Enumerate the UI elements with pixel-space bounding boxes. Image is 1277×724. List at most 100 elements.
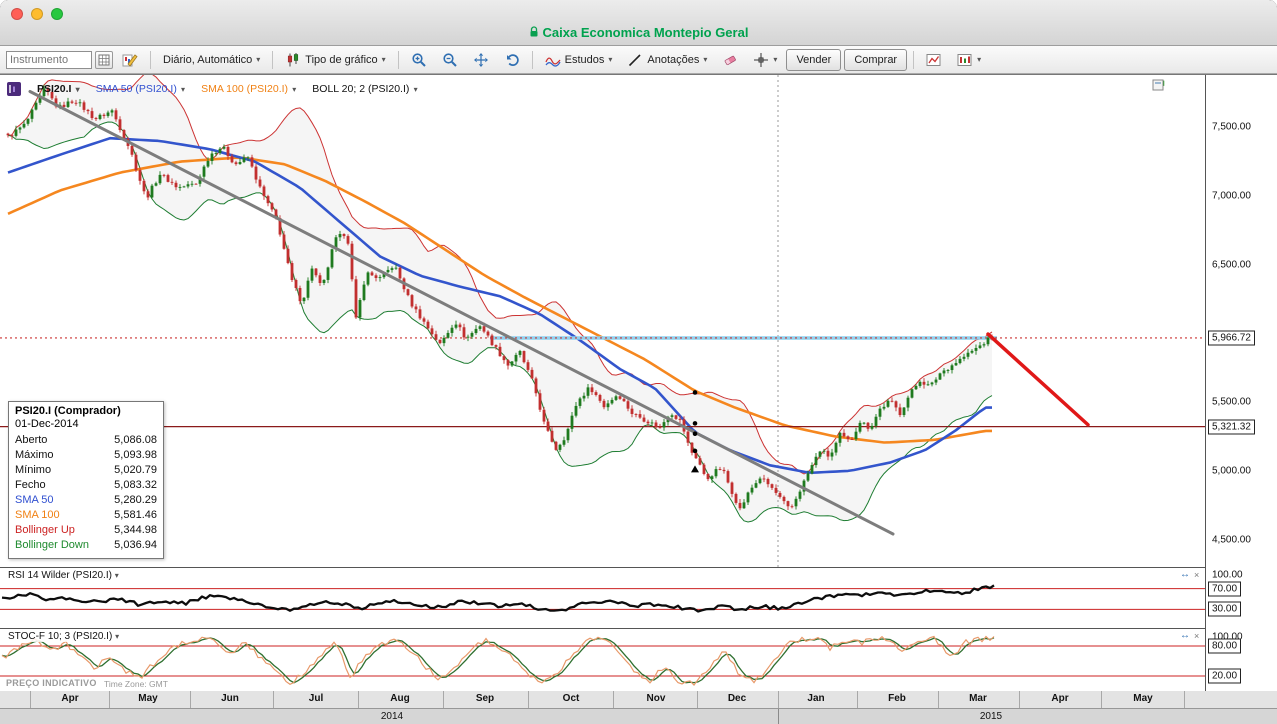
price-axis: 7,500.00 7,000.00 6,500.00 5,500.00 5,000.00…	[1206, 75, 1277, 691]
candlestick-icon	[288, 52, 299, 66]
chevron-down-icon: ▾	[703, 55, 708, 64]
chevron-down-icon: ▾	[256, 55, 261, 64]
toolbar-separator	[150, 50, 151, 69]
price-level-box[interactable]: 5,966.72	[1208, 330, 1255, 346]
crosshair-dropdown[interactable]: ▾	[747, 49, 783, 71]
legend-bollinger[interactable]: BOLL 20; 2 (PSI20.I) ▾	[312, 83, 417, 95]
month-label: Apr	[1051, 693, 1069, 704]
instrument-lookup-button[interactable]	[95, 50, 113, 69]
studies-label: Estudos	[564, 53, 605, 66]
tooltip-row: Mínimo 5,020.79	[15, 463, 157, 478]
chart-window-icon	[957, 53, 972, 66]
tooltip-title: PSI20.I (Comprador)	[15, 405, 121, 417]
buy-button[interactable]: Comprar	[844, 48, 908, 71]
edit-instrument-list-button[interactable]	[116, 49, 144, 71]
legend-instrument[interactable]: PSI20.I ▾	[37, 83, 80, 95]
titlebar: Caixa Economica Montepio Geral	[0, 0, 1277, 46]
minimize-window-button[interactable]	[31, 8, 43, 20]
studies-icon	[545, 56, 561, 67]
eraser-button[interactable]	[716, 49, 744, 71]
instrument-search-input[interactable]	[6, 50, 92, 69]
chart-legend: PSI20.I ▾ SMA 50 (PSI20.I) ▾ SMA 100 (PS…	[7, 82, 418, 96]
chart-type-dropdown[interactable]: Tipo de gráfico ▾	[279, 49, 391, 71]
year-axis: 2014 2015	[0, 708, 1277, 724]
studies-dropdown[interactable]: Estudos ▾	[539, 49, 619, 71]
detach-window-icon[interactable]	[1152, 79, 1164, 91]
main-chart-canvas[interactable]	[0, 75, 1205, 567]
tooltip-row-label: Bollinger Up	[15, 524, 75, 536]
chart-region: 7,500.00 7,000.00 6,500.00 5,500.00 5,000.00…	[0, 74, 1277, 724]
chart-type-label: Tipo de gráfico	[305, 53, 378, 66]
tooltip-row-label: Bollinger Down	[15, 539, 89, 551]
ohlc-tooltip: PSI20.I (Comprador) 01-Dec-2014 Aberto 5,…	[8, 401, 164, 559]
rsi-panel-canvas[interactable]	[0, 567, 1205, 628]
edit-list-icon	[122, 53, 138, 67]
month-tick	[109, 691, 110, 708]
instrument-icon	[7, 82, 21, 96]
rsi-close-icon[interactable]: ×	[1194, 569, 1200, 580]
indicative-price-notice: PREÇO INDICATIVO	[6, 678, 97, 688]
legend-sma100[interactable]: SMA 100 (PSI20.I) ▾	[201, 83, 296, 95]
tooltip-row-value: 5,086.08	[114, 434, 157, 446]
tooltip-row: Bollinger Up 5,344.98	[15, 523, 157, 538]
sell-button[interactable]: Vender	[786, 48, 842, 71]
stoc-expand-icon[interactable]: ↔	[1180, 630, 1190, 641]
tooltip-row-value: 5,020.79	[114, 464, 157, 476]
chevron-down-icon: ▾	[114, 571, 119, 580]
undo-button[interactable]	[498, 49, 526, 71]
rsi-panel-header[interactable]: RSI 14 Wilder (PSI20.I) ▾	[5, 570, 122, 581]
pan-arrows-icon	[473, 52, 488, 67]
legend-sma50-label: SMA 50 (PSI20.I)	[95, 83, 177, 95]
stoc-tick-label: 100.00	[1212, 631, 1243, 643]
chevron-down-icon: ▾	[977, 55, 982, 64]
period-label: Diário, Automático	[163, 53, 253, 66]
close-window-button[interactable]	[11, 8, 23, 20]
month-label: Apr	[61, 693, 79, 704]
month-tick	[358, 691, 359, 708]
toolbar-separator	[272, 50, 274, 69]
month-label: Dec	[727, 693, 747, 704]
annotations-label: Anotações	[647, 53, 700, 66]
window-title-text: Caixa Economica Montepio Geral	[542, 25, 749, 40]
month-tick	[273, 691, 274, 708]
rsi-tick-label: 100.00	[1212, 569, 1243, 581]
zoom-in-button[interactable]	[405, 49, 433, 71]
rsi-expand-icon[interactable]: ↔	[1180, 569, 1190, 580]
month-label: Jul	[308, 693, 324, 704]
month-label: Feb	[888, 693, 906, 704]
year-divider	[778, 709, 779, 724]
price-level-box[interactable]: 5,321.32	[1208, 419, 1255, 435]
period-dropdown[interactable]: Diário, Automático ▾	[157, 49, 266, 71]
legend-sma50[interactable]: SMA 50 (PSI20.I) ▾	[96, 83, 185, 95]
chevron-down-icon: ▾	[608, 55, 613, 64]
month-label: Jun	[221, 693, 239, 704]
new-chart-button[interactable]	[920, 49, 948, 71]
price-tick-label: 5,500.00	[1212, 396, 1251, 408]
month-tick	[443, 691, 444, 708]
month-label: May	[138, 693, 158, 704]
month-label: May	[1133, 693, 1153, 704]
stoc-panel-canvas[interactable]	[0, 628, 1205, 691]
month-tick	[938, 691, 939, 708]
toolbar-separator	[913, 50, 915, 69]
stoc-level-box: 80.00	[1208, 638, 1242, 654]
stoc-panel-header[interactable]: STOC-F 10; 3 (PSI20.I) ▾	[5, 631, 123, 642]
chevron-down-icon: ▾	[411, 85, 418, 94]
trendline-icon	[629, 53, 641, 66]
pan-tool-button[interactable]	[467, 49, 495, 71]
year-label: 2015	[979, 711, 1003, 722]
legend-instrument-label: PSI20.I	[37, 83, 72, 95]
lock-icon	[530, 26, 538, 37]
month-tick	[697, 691, 698, 708]
toolbar-separator	[531, 50, 533, 69]
annotations-dropdown[interactable]: Anotações ▾	[621, 49, 713, 71]
stoc-close-icon[interactable]: ×	[1194, 630, 1200, 641]
chevron-down-icon: ▾	[381, 55, 386, 64]
chevron-down-icon: ▾	[115, 632, 120, 641]
zoom-out-button[interactable]	[436, 49, 464, 71]
zoom-window-button[interactable]	[51, 8, 63, 20]
tooltip-row-value: 5,344.98	[114, 524, 157, 536]
sell-label: Vender	[796, 53, 832, 66]
chart-layout-dropdown[interactable]: ▾	[951, 49, 987, 71]
toolbar-separator	[397, 50, 399, 69]
